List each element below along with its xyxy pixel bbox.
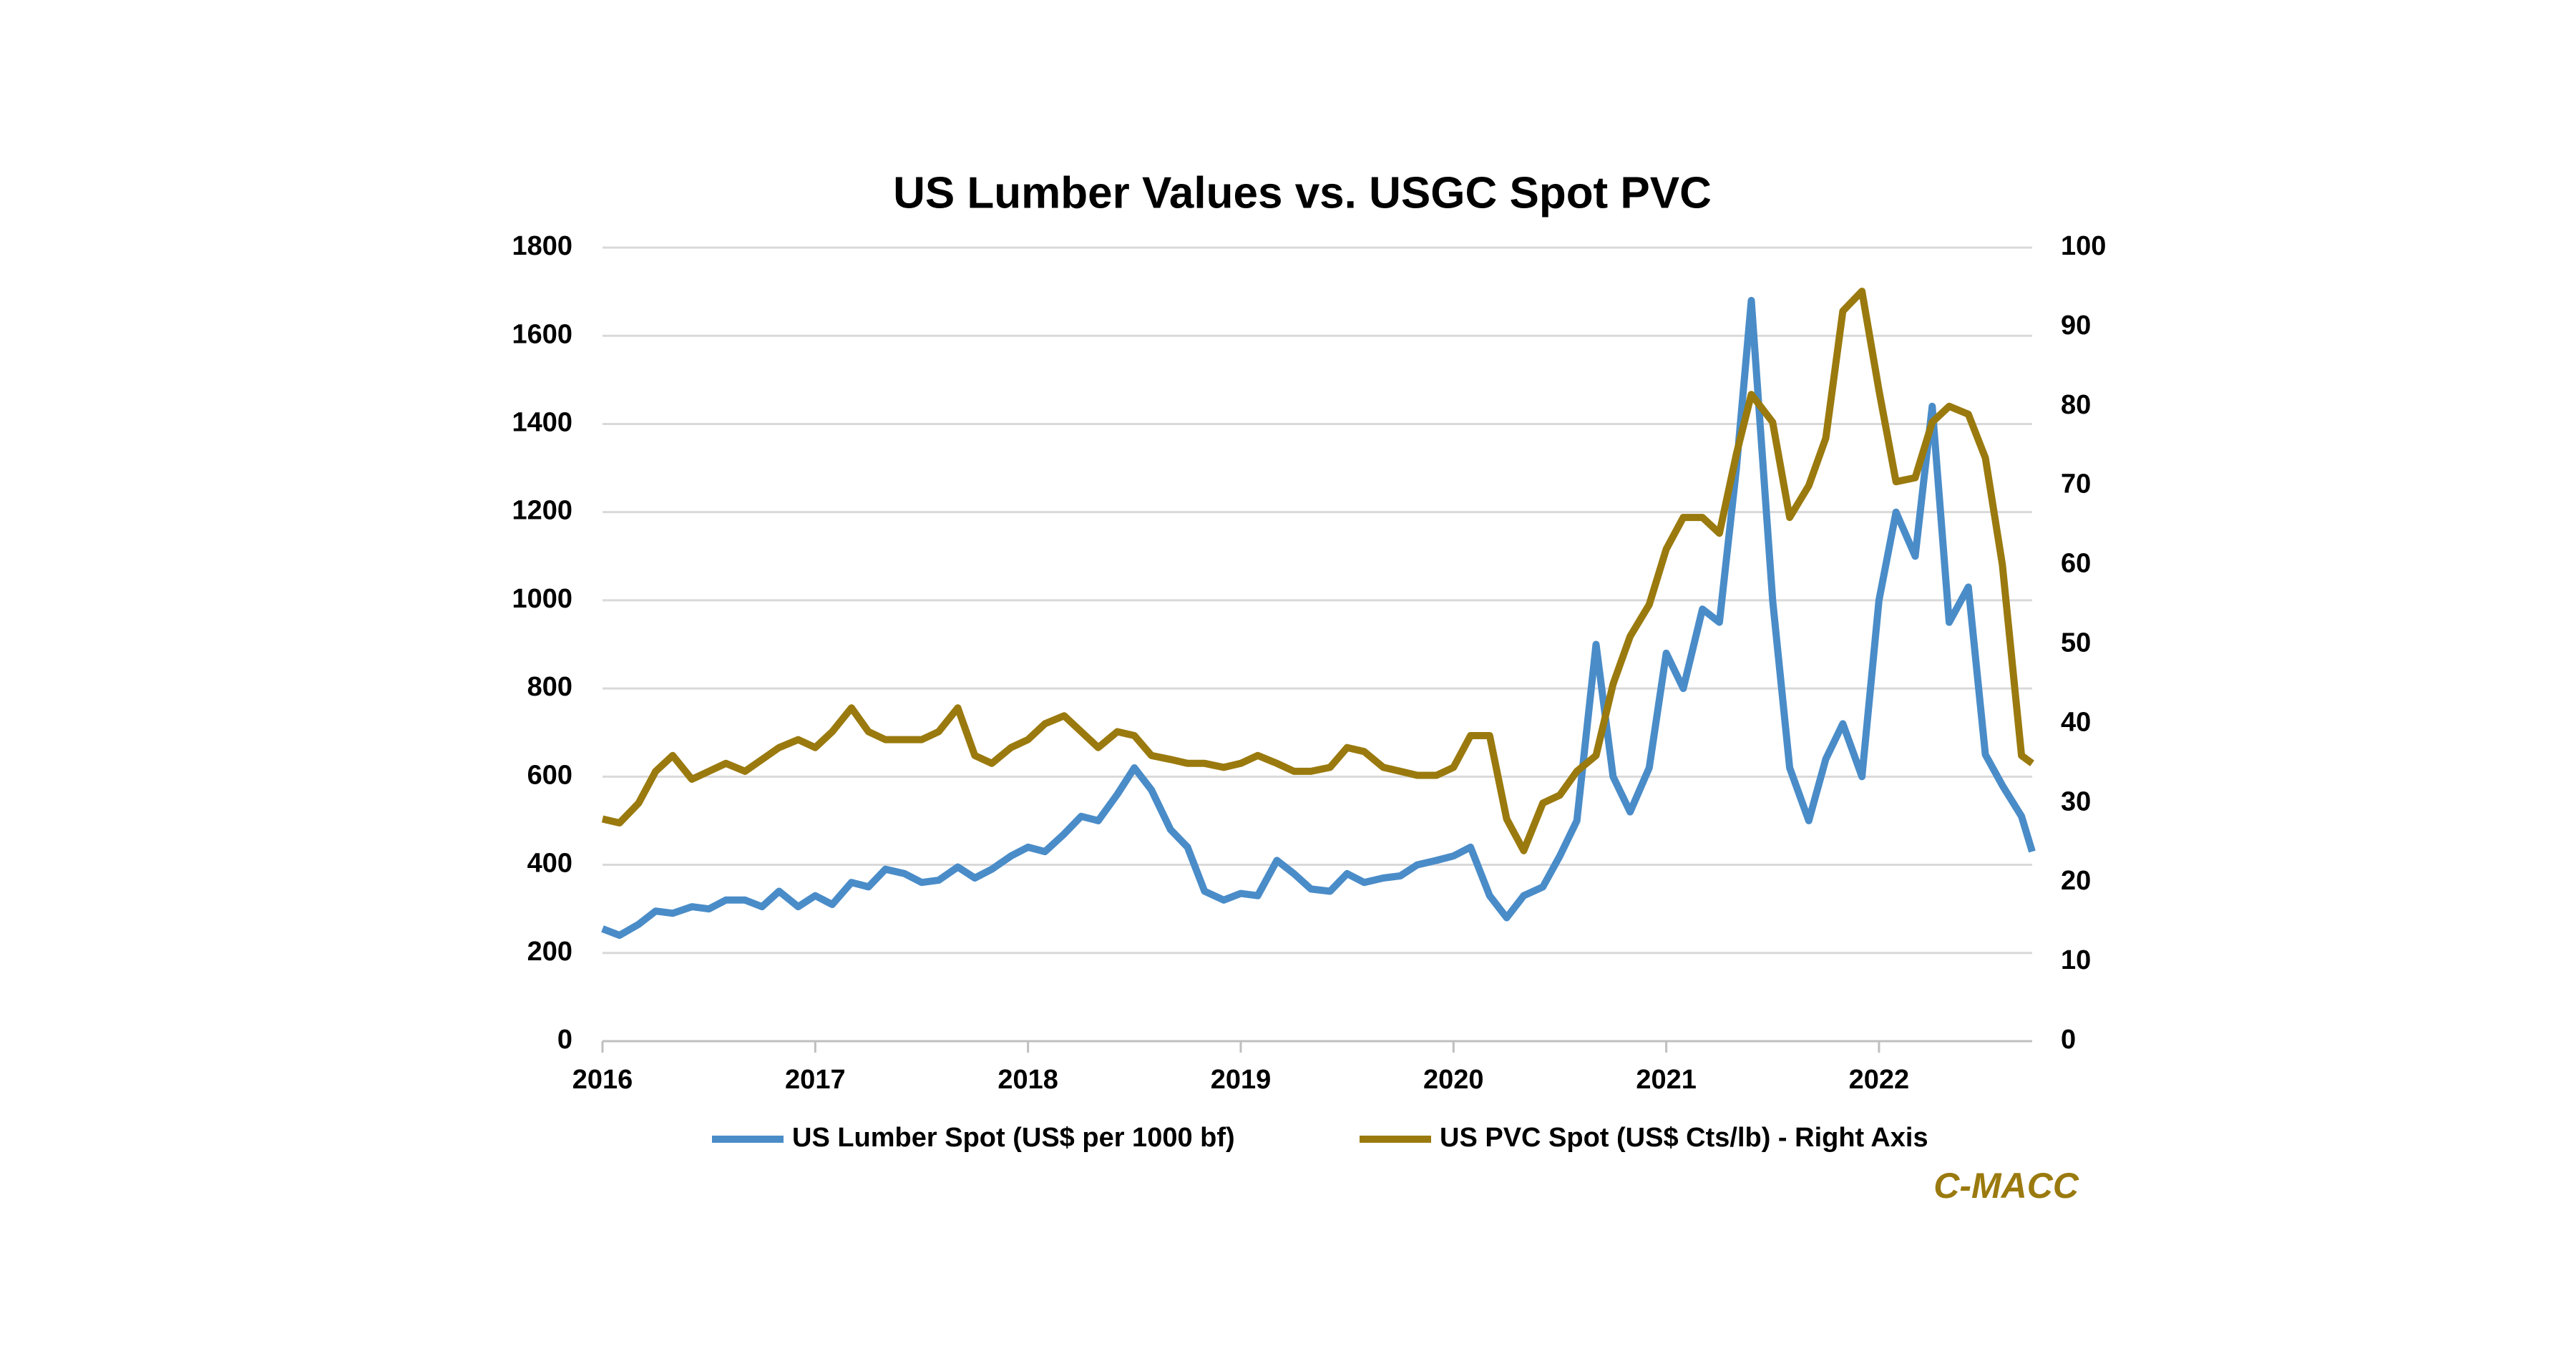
y-tick-label: 0 bbox=[557, 1025, 572, 1055]
x-tick-label: 2017 bbox=[785, 1065, 846, 1095]
y-tick-label: 1000 bbox=[512, 584, 572, 614]
x-tick-label: 2021 bbox=[1636, 1065, 1697, 1095]
x-tick-label: 2019 bbox=[1211, 1065, 1272, 1095]
y-tick-label: 400 bbox=[527, 849, 572, 879]
x-tick-label: 2016 bbox=[572, 1065, 633, 1095]
y2-tick-label: 10 bbox=[2061, 945, 2091, 975]
series-line bbox=[601, 296, 2036, 940]
y-tick-label: 1800 bbox=[512, 231, 572, 261]
chart-title: US Lumber Values vs. USGC Spot PVC bbox=[893, 168, 1712, 218]
y-tick-label: 800 bbox=[527, 672, 572, 702]
y2-tick-label: 0 bbox=[2061, 1025, 2076, 1055]
legend-label: US Lumber Spot (US$ per 1000 bf) bbox=[792, 1123, 1235, 1153]
source-label: C-MACC bbox=[1933, 1166, 2079, 1206]
y2-tick-label: 70 bbox=[2061, 469, 2091, 499]
legend-label: US PVC Spot (US$ Cts/lb) - Right Axis bbox=[1440, 1123, 1928, 1153]
y2-tick-label: 30 bbox=[2061, 786, 2091, 816]
series-line bbox=[601, 288, 2034, 854]
x-tick-label: 2018 bbox=[997, 1065, 1058, 1095]
x-tick-label: 2020 bbox=[1423, 1065, 1484, 1095]
y-tick-label: 600 bbox=[527, 760, 572, 790]
y-tick-label: 200 bbox=[527, 937, 572, 967]
y2-tick-label: 80 bbox=[2061, 390, 2091, 420]
y2-tick-label: 100 bbox=[2061, 231, 2106, 261]
y-tick-label: 1600 bbox=[512, 319, 572, 349]
y2-tick-label: 50 bbox=[2061, 628, 2091, 658]
y-tick-label: 1200 bbox=[512, 496, 572, 526]
y2-tick-label: 20 bbox=[2061, 866, 2091, 896]
y2-tick-label: 60 bbox=[2061, 549, 2091, 579]
y2-tick-label: 40 bbox=[2061, 707, 2091, 737]
y-tick-label: 1400 bbox=[512, 407, 572, 437]
y2-tick-label: 90 bbox=[2061, 311, 2091, 341]
x-tick-label: 2022 bbox=[1849, 1065, 1910, 1095]
